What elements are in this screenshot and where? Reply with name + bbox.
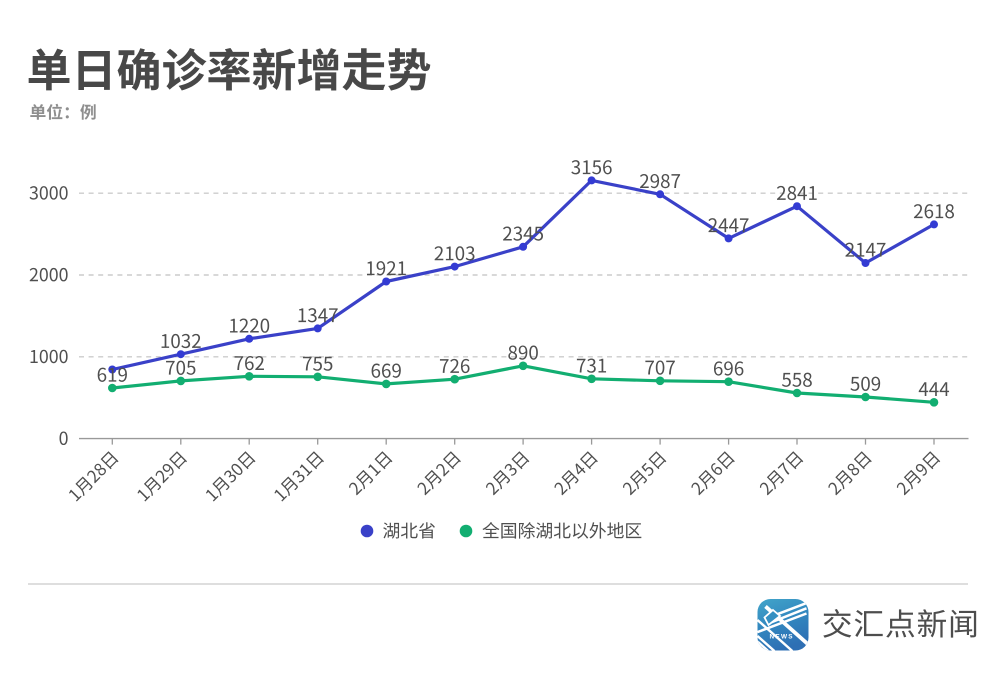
- svg-text:NEWS: NEWS: [770, 634, 794, 641]
